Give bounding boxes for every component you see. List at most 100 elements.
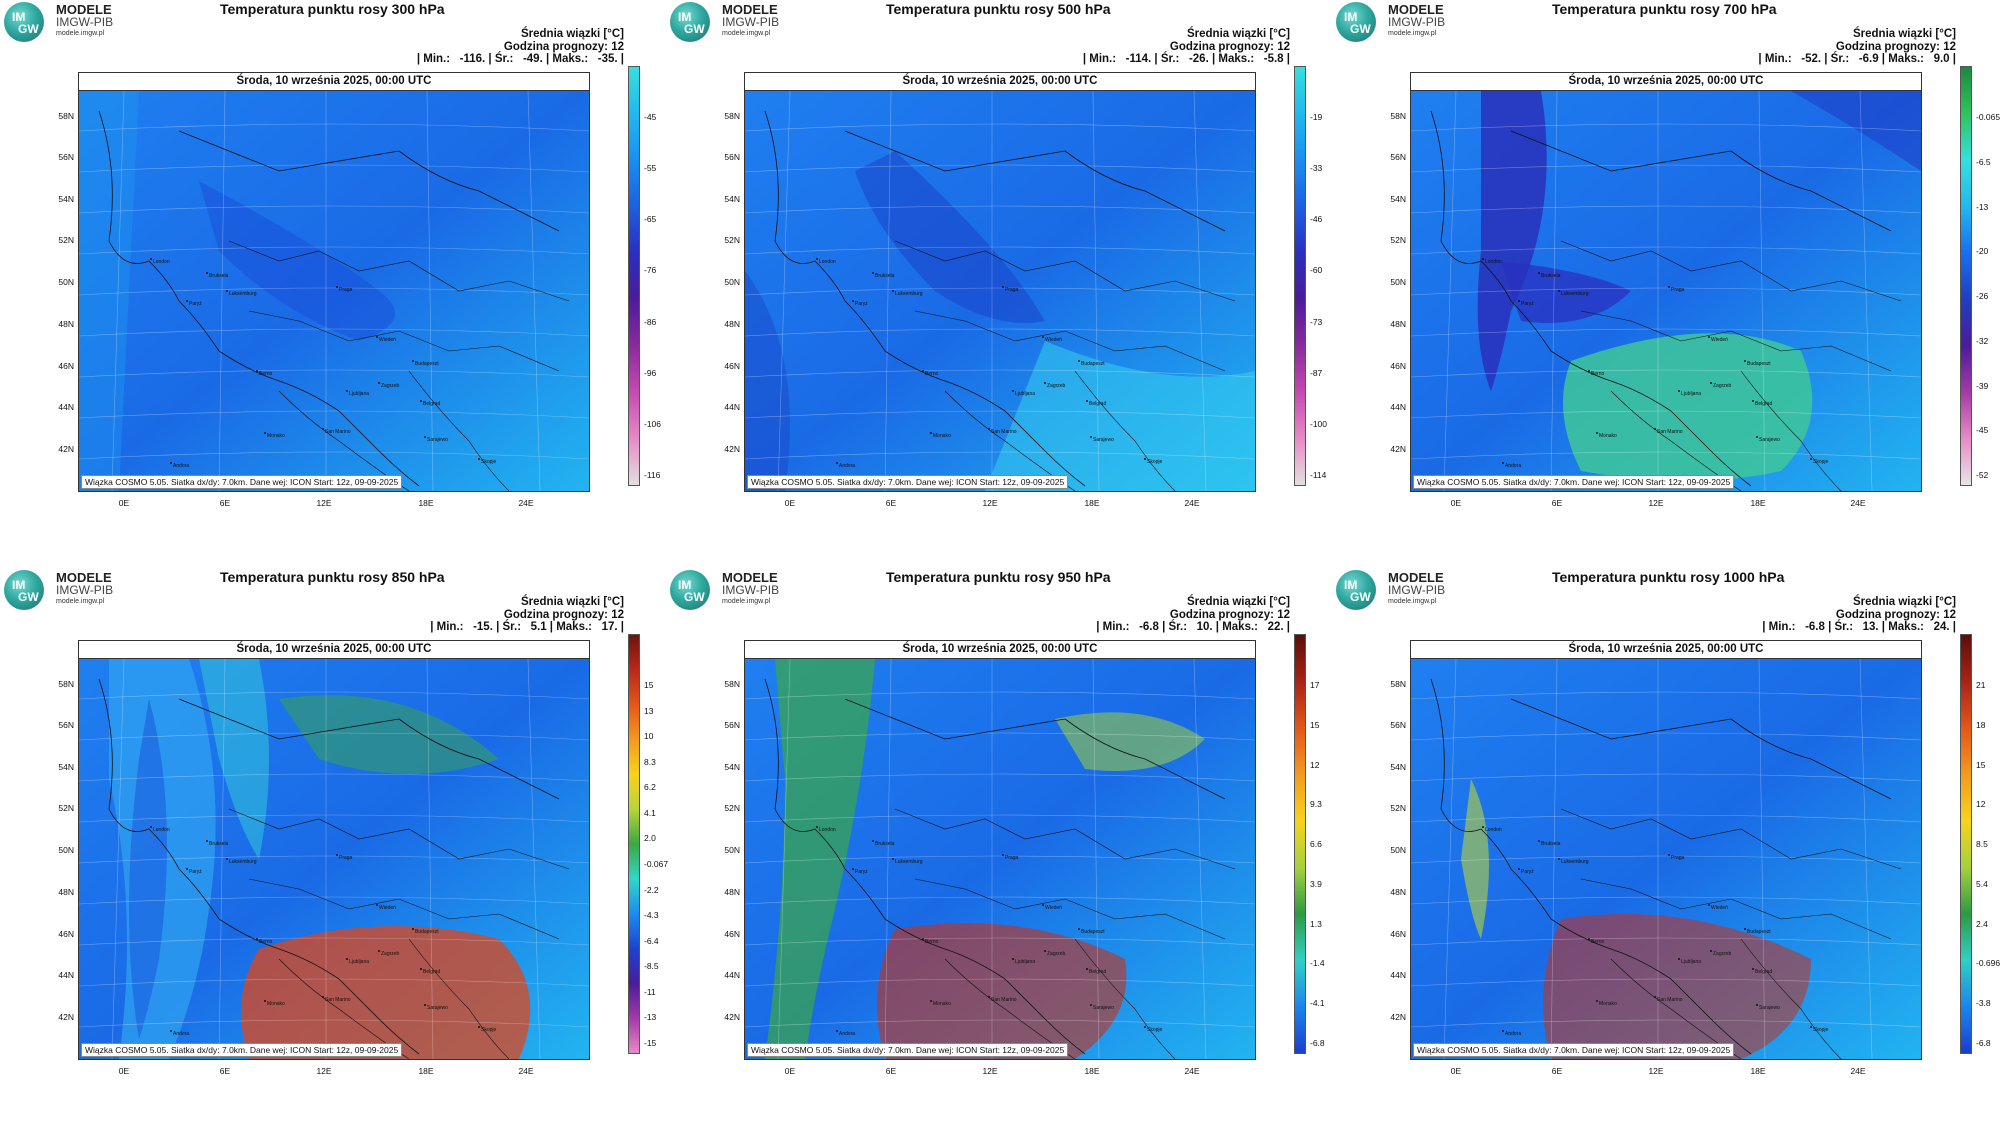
city-label: Ljubljana [349, 959, 369, 965]
model-footer: Wiązka COSMO 5.05. Siatka dx/dy: 7.0km. … [1413, 1043, 1735, 1057]
city-marker [1708, 336, 1710, 338]
latitude-label: 42N [724, 444, 740, 454]
longitude-label: 18E [418, 498, 434, 508]
longitude-label: 24E [1850, 498, 1866, 508]
city-marker [1596, 432, 1598, 434]
latitude-label: 44N [58, 402, 74, 412]
logo-url: modele.imgw.pl [56, 30, 105, 37]
city-marker [930, 432, 932, 434]
city-label: Monako [1599, 433, 1617, 439]
stats-box: Średnia wiązki [°C] Godzina prognozy: 12 |… [1762, 596, 1956, 634]
latitude-label: 42N [724, 1012, 740, 1022]
longitude-label: 0E [1450, 498, 1462, 508]
map-frame: Środa, 10 września 2025, 00:00 UTC Londo… [78, 72, 590, 492]
city-label: Budapeszt [415, 929, 439, 935]
longitude-label: 6E [885, 498, 897, 508]
colorbar-tick-label: -32 [1976, 335, 1989, 346]
colorbar-tick-label: -0.696 [1976, 958, 2000, 969]
city-label: Zagrzeb [1713, 951, 1732, 957]
colorbar [1294, 66, 1306, 486]
longitude-label: 6E [219, 498, 231, 508]
min-mean-max: | Min.: -52. | Śr.: -6.9 | Maks.: 9.0 | [1758, 53, 1956, 65]
forecast-hour: Godzina prognozy: 12 [1835, 40, 1956, 53]
latitude-label: 52N [724, 803, 740, 813]
model-footer: Wiązka COSMO 5.05. Siatka dx/dy: 7.0km. … [1413, 475, 1735, 489]
colorbar-tick-label: 1.3 [1310, 918, 1322, 929]
city-marker [1654, 996, 1656, 998]
stats-box: Średnia wiązki [°C] Godzina prognozy: 12 |… [1096, 596, 1290, 634]
latitude-label: 56N [58, 720, 74, 730]
latitude-label: 46N [1390, 361, 1406, 371]
colorbar-tick-label: -45 [1976, 425, 1989, 436]
colorbar-tick-label: -13 [644, 1012, 657, 1023]
avg-label: Średnia wiązki [°C] [520, 28, 624, 40]
colorbar-tick-label: -1.4 [1310, 958, 1325, 969]
city-marker [852, 868, 854, 870]
city-marker [892, 858, 894, 860]
city-marker [922, 938, 924, 940]
city-label: Belgrad [1089, 401, 1106, 407]
colorbar [628, 634, 640, 1054]
map-panel: IM GW MODELE IMGW-PIB modele.imgw.pl Tem… [666, 568, 1332, 1136]
longitude-label: 0E [784, 1066, 796, 1076]
city-marker [1654, 428, 1656, 430]
city-marker [1086, 968, 1088, 970]
city-marker [1044, 382, 1046, 384]
city-marker [346, 958, 348, 960]
city-marker [1086, 400, 1088, 402]
city-label: Berno [1591, 939, 1605, 945]
city-label: Wiedeń [1711, 905, 1728, 911]
longitude-label: 18E [1084, 498, 1100, 508]
city-marker [816, 258, 818, 260]
city-marker [1144, 1026, 1146, 1028]
longitude-label: 24E [1184, 498, 1200, 508]
colorbar-tick-label: -114 [1310, 470, 1327, 480]
city-marker [412, 928, 414, 930]
latitude-label: 42N [1390, 444, 1406, 454]
forecast-hour: Godzina prognozy: 12 [1835, 608, 1956, 621]
city-label: Bruksela [1541, 273, 1561, 279]
colorbar-tick-label: -87 [1310, 367, 1323, 378]
latitude-label: 50N [724, 845, 740, 855]
logo-title: MODELE [722, 2, 778, 17]
city-label: Ljubljana [349, 391, 369, 397]
colorbar-tick-label: -0.067 [644, 859, 669, 869]
colorbar-tick-label: -96 [644, 367, 657, 378]
city-marker [1678, 958, 1680, 960]
model-footer: Wiązka COSMO 5.05. Siatka dx/dy: 7.0km. … [81, 1043, 403, 1057]
longitude-label: 12E [1648, 498, 1664, 508]
city-label: Andora [173, 463, 189, 469]
latitude-label: 56N [724, 152, 740, 162]
city-marker [1144, 458, 1146, 460]
city-label: Sarajewo [1093, 437, 1114, 443]
colorbar-tick-label: 15 [644, 680, 654, 690]
colorbar-tick-label: 2.4 [1976, 918, 1988, 929]
city-marker [226, 290, 228, 292]
city-marker [1044, 950, 1046, 952]
city-marker [1678, 390, 1680, 392]
city-label: Zagrzeb [1713, 383, 1732, 389]
city-marker [1558, 858, 1560, 860]
panel-title: Temperatura punktu rosy 500 hPa [886, 1, 1111, 17]
longitude-label: 12E [982, 1066, 998, 1076]
latitude-label: 46N [724, 361, 740, 371]
map-panel: IM GW MODELE IMGW-PIB modele.imgw.pl Tem… [1332, 0, 2000, 568]
logo-title: MODELE [56, 2, 112, 17]
city-marker [322, 428, 324, 430]
valid-date: Środa, 10 września 2025, 00:00 UTC [745, 73, 1255, 91]
logo-url: modele.imgw.pl [1388, 598, 1437, 605]
city-marker [988, 996, 990, 998]
latitude-label: 50N [1390, 845, 1406, 855]
city-marker [1012, 390, 1014, 392]
colorbar-tick-label: -46 [1310, 214, 1323, 225]
min-mean-max: | Min.: -116. | Śr.: -49. | Maks.: -35. … [416, 53, 624, 65]
model-footer: Wiązka COSMO 5.05. Siatka dx/dy: 7.0km. … [747, 1043, 1069, 1057]
imgw-logo: IM GW MODELE IMGW-PIB modele.imgw.pl [670, 2, 810, 44]
dewpoint-map: London Bruksela Paryż Luksemburg Praga Wiedeń… [79, 91, 589, 491]
longitude-label: 24E [1184, 1066, 1200, 1076]
latitude-label: 42N [58, 1012, 74, 1022]
longitude-label: 12E [316, 1066, 332, 1076]
logo-subtitle: IMGW-PIB [1388, 15, 1446, 29]
logo-subtitle: IMGW-PIB [56, 15, 114, 29]
latitude-label: 54N [1390, 194, 1406, 204]
